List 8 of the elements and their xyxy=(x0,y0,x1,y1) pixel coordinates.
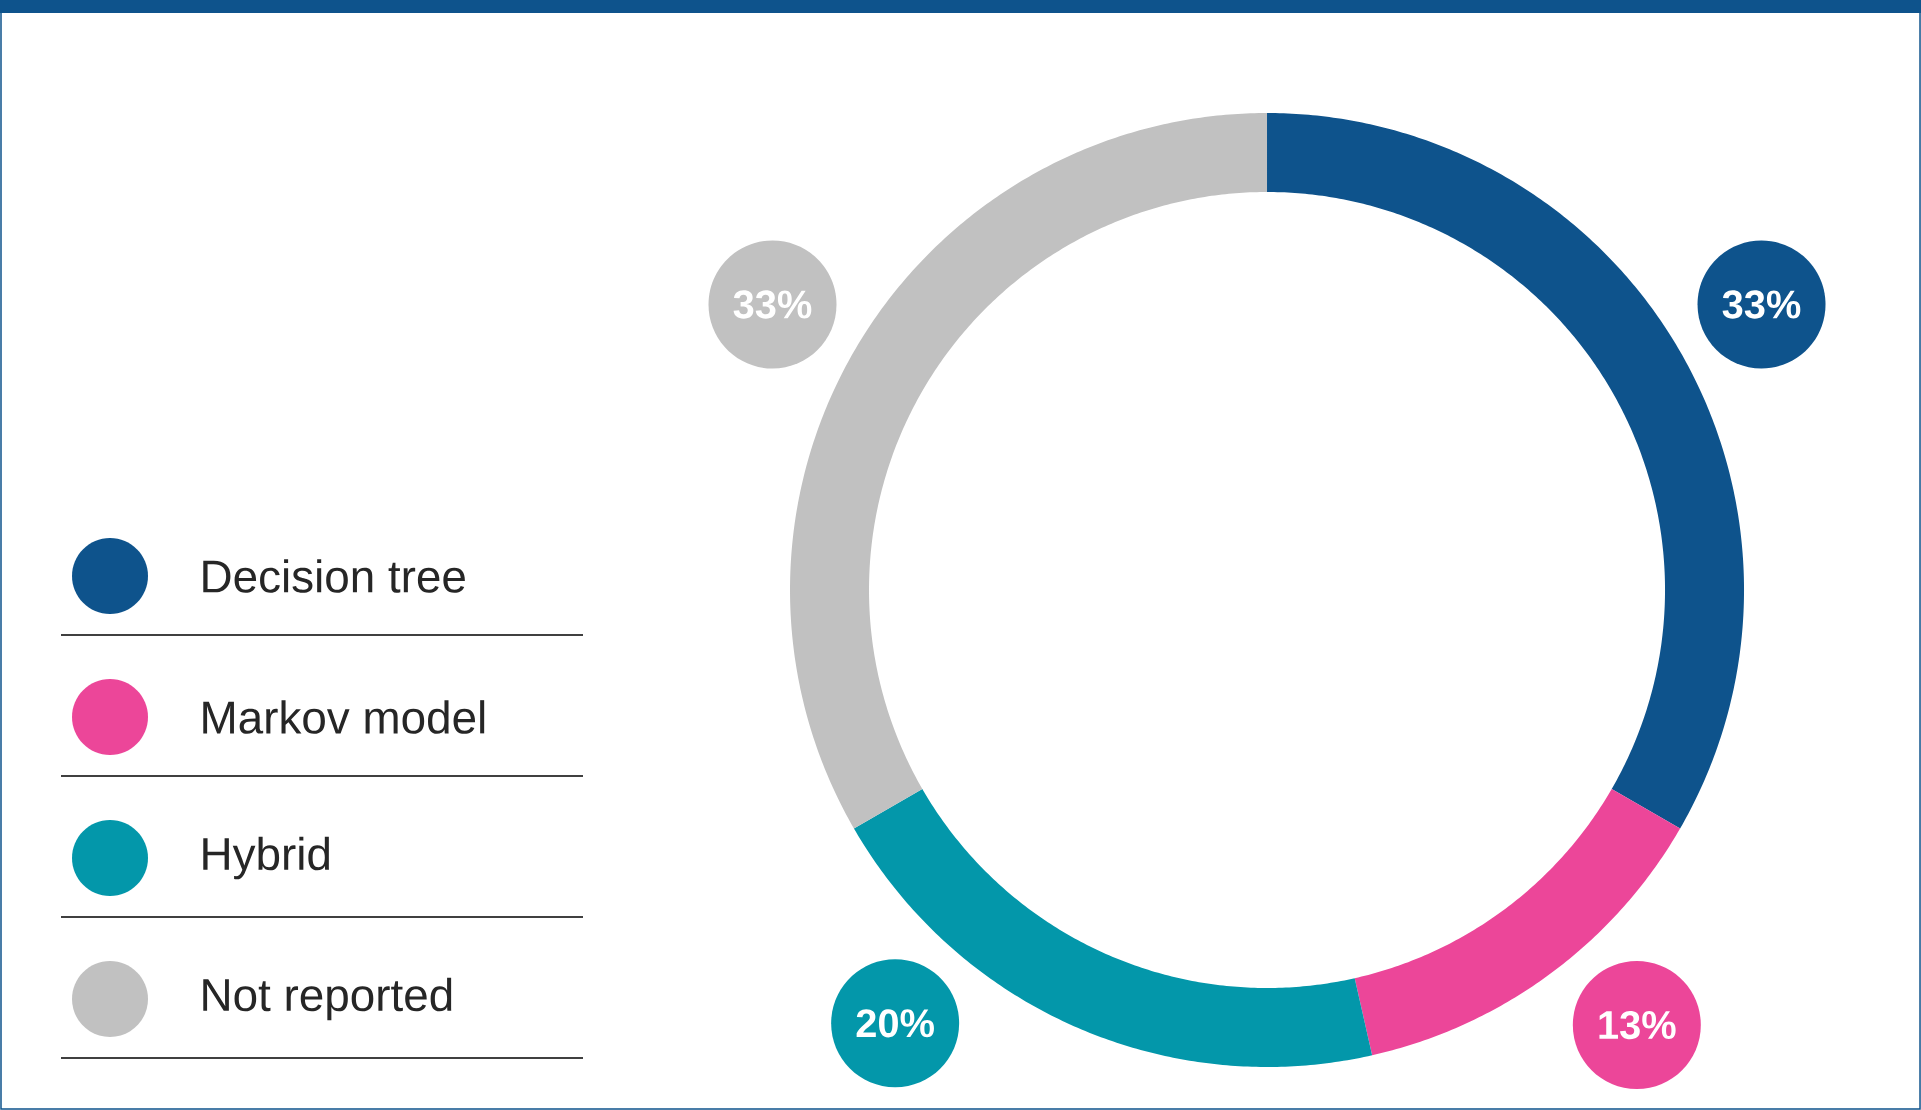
data-label: 33% xyxy=(733,290,812,319)
legend-label: Decision tree xyxy=(203,559,465,593)
data-label: 33% xyxy=(1722,290,1801,319)
legend-label: Not reported xyxy=(203,977,452,1021)
legend-label: Hybrid xyxy=(203,836,329,880)
legend-label: Markov model xyxy=(203,700,485,734)
data-label: 20% xyxy=(856,1009,934,1038)
data-label: 13% xyxy=(1599,1010,1676,1040)
